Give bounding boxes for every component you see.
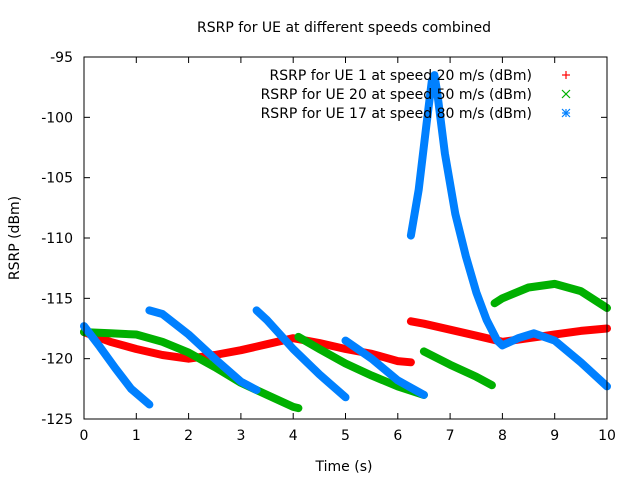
y-tick-label: -95	[50, 50, 73, 66]
legend-entry-2: RSRP for UE 20 at speed 50 m/s (dBm)	[261, 87, 571, 103]
legend-label: RSRP for UE 20 at speed 50 m/s (dBm)	[261, 87, 532, 103]
x-tick-label: 6	[393, 428, 402, 444]
y-tick-label: -120	[41, 352, 73, 368]
series-2	[80, 279, 611, 413]
series-2-segment-4	[490, 279, 611, 312]
x-tick-label: 2	[184, 428, 193, 444]
x-tick-label: 9	[550, 428, 559, 444]
series-layer	[80, 71, 611, 413]
x-tick-label: 0	[80, 428, 89, 444]
legend-label: RSRP for UE 17 at speed 80 m/s (dBm)	[261, 106, 532, 122]
y-tick-label: -100	[41, 110, 73, 126]
legend: RSRP for UE 1 at speed 20 m/s (dBm) RSRP …	[261, 68, 571, 122]
x-tick-label: 5	[341, 428, 350, 444]
x-tick-label: 1	[132, 428, 141, 444]
y-tick-label: -125	[41, 412, 73, 428]
y-tick-label: -105	[41, 171, 73, 187]
x-tick-label: 4	[289, 428, 298, 444]
series-2-segment-2	[294, 332, 428, 399]
legend-marker	[562, 71, 570, 79]
legend-label: RSRP for UE 1 at speed 20 m/s (dBm)	[269, 68, 532, 84]
x-tick-label: 7	[446, 428, 455, 444]
x-axis-label: Time (s)	[315, 459, 373, 475]
series-2-segment-3	[419, 347, 496, 390]
series-3-segment-3	[252, 306, 350, 402]
series-3-segment-4	[341, 336, 428, 399]
series-3-segment-1	[80, 322, 154, 409]
chart-title: RSRP for UE at different speeds combined	[197, 20, 491, 36]
x-tick-label: 3	[236, 428, 245, 444]
y-tick-label: -110	[41, 231, 73, 247]
legend-marker	[561, 89, 571, 99]
x-tick-label: 10	[598, 428, 616, 444]
series-3-segment-2	[145, 306, 261, 394]
series-2-segment-1	[80, 328, 303, 413]
y-axis-label: RSRP (dBm)	[7, 196, 23, 280]
series-3	[80, 71, 611, 409]
x-tick-label: 8	[498, 428, 507, 444]
axes-layer: 0 1 2 3 4 5 6 7 8 9 10 -95 -100 -105 -110 -115 -120 -125	[41, 50, 616, 444]
legend-marker	[561, 108, 571, 118]
legend-entry-3: RSRP for UE 17 at speed 80 m/s (dBm)	[261, 106, 571, 122]
series-3-segment-5	[406, 71, 611, 391]
legend-entry-1: RSRP for UE 1 at speed 20 m/s (dBm)	[269, 68, 570, 84]
y-tick-label: -115	[41, 291, 73, 307]
